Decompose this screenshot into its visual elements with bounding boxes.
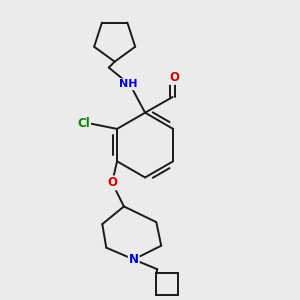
Text: N: N <box>129 253 139 266</box>
Text: O: O <box>169 71 179 84</box>
Text: NH: NH <box>119 79 138 89</box>
Text: Cl: Cl <box>77 116 90 130</box>
Text: O: O <box>107 176 117 189</box>
